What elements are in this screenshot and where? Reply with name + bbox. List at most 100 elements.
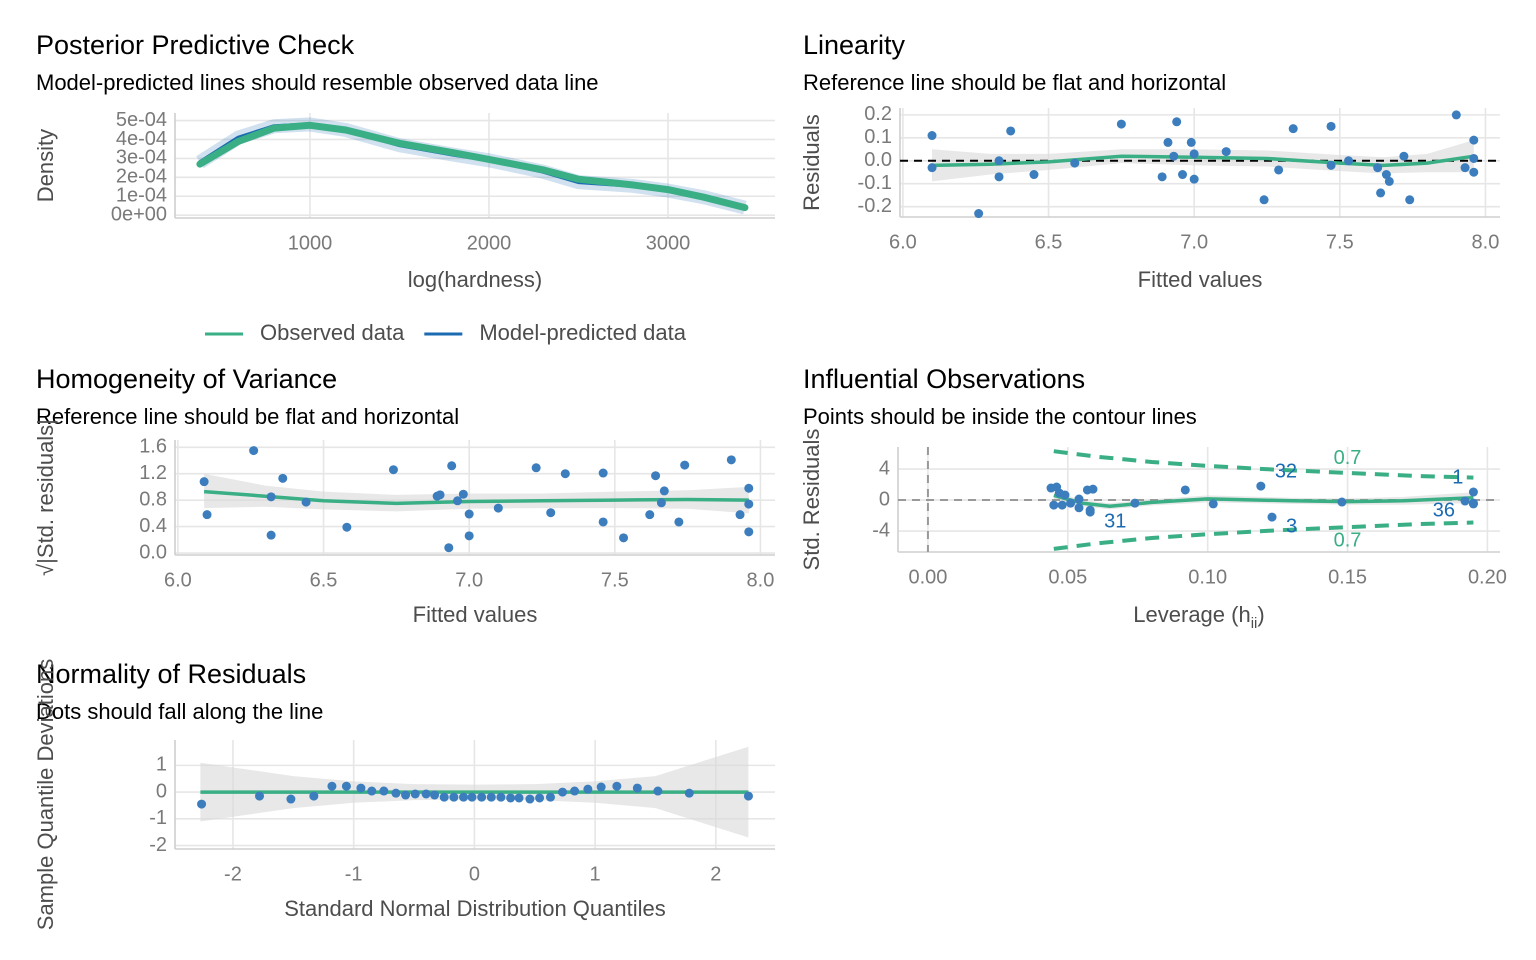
point (327, 781, 337, 791)
point (558, 787, 568, 797)
point (927, 163, 937, 173)
point (927, 131, 937, 141)
point (596, 782, 606, 792)
point (1029, 170, 1039, 180)
x-tick-label: 6.0 (889, 231, 917, 253)
contour-label: 0.7 (1334, 447, 1362, 469)
point (560, 469, 570, 479)
x-tick-label: 0.15 (1328, 566, 1367, 588)
y-tick-label: 0.0 (139, 541, 167, 563)
x-tick-label: 2000 (467, 232, 512, 254)
point (249, 446, 259, 456)
y-tick-label: 0 (879, 488, 890, 510)
point-label: 3 (1286, 515, 1297, 537)
point (1006, 126, 1016, 136)
point (1399, 151, 1409, 161)
point (1274, 165, 1284, 175)
point (1074, 494, 1084, 504)
contour-label: 0.7 (1334, 529, 1362, 551)
point (1267, 512, 1277, 522)
x-tick-label: 8.0 (1472, 231, 1500, 253)
point (1163, 137, 1173, 147)
point (342, 522, 352, 532)
point (598, 468, 608, 478)
panel-subtitle: Model-predicted lines should resemble ob… (36, 70, 599, 95)
point (464, 531, 474, 541)
point (1469, 135, 1479, 145)
point (435, 490, 445, 500)
point (410, 789, 420, 799)
point (570, 786, 580, 796)
point (1469, 153, 1479, 163)
y-tick-label: 3e-04 (116, 147, 167, 169)
x-tick-label: 7.5 (1326, 231, 1354, 253)
x-tick-label: 8.0 (747, 569, 775, 591)
point (1344, 156, 1354, 166)
x-tick-label: 7.0 (1180, 231, 1208, 253)
point (1116, 119, 1126, 129)
smooth-line (931, 154, 1475, 168)
series-line (196, 121, 749, 212)
x-tick-label: 1000 (288, 232, 333, 254)
point (506, 793, 516, 803)
point (464, 509, 474, 519)
x-tick-label: 0.10 (1188, 566, 1227, 588)
x-axis-title: Standard Normal Distribution Quantiles (284, 896, 666, 921)
point (458, 489, 468, 499)
point (447, 461, 457, 471)
point (1180, 485, 1190, 495)
y-tick-label: 0.2 (864, 103, 892, 125)
predicted-spread (196, 117, 747, 215)
point (301, 497, 311, 507)
point (744, 483, 754, 493)
point (197, 799, 207, 809)
point (1288, 124, 1298, 134)
x-tick-label: 7.5 (601, 569, 629, 591)
point (1057, 500, 1067, 510)
y-axis-title: Density (33, 129, 58, 202)
point (684, 788, 694, 798)
point (444, 543, 454, 553)
y-tick-label: 0.4 (139, 515, 167, 537)
point (744, 527, 754, 537)
point (496, 792, 506, 802)
point (1376, 188, 1386, 198)
x-tick-label: 0.20 (1468, 566, 1507, 588)
point (309, 791, 319, 801)
point (255, 791, 265, 801)
panel-subtitle: Reference line should be flat and horizo… (36, 404, 459, 429)
y-axis-title: Residuals (799, 114, 824, 211)
point (401, 790, 411, 800)
point (379, 786, 389, 796)
point (656, 498, 666, 508)
panel-title: Posterior Predictive Check (36, 30, 355, 60)
point (651, 471, 661, 481)
point (1468, 487, 1478, 497)
point (453, 496, 463, 506)
point (449, 792, 459, 802)
point (1451, 110, 1461, 120)
point (744, 499, 754, 509)
point (341, 781, 351, 791)
point (735, 510, 745, 520)
point (612, 781, 622, 791)
y-axis-title: Sample Quantile Deviations (33, 659, 58, 930)
x-axis-title-part: ii (1251, 615, 1258, 632)
point-label: 36 (1433, 499, 1455, 521)
y-tick-label: 4 (879, 457, 890, 479)
point-label: 1 (1452, 466, 1463, 488)
point (1259, 195, 1269, 205)
x-tick-label: 0.00 (908, 566, 947, 588)
point (1186, 137, 1196, 147)
x-tick-label: 3000 (646, 232, 691, 254)
y-axis-title: √|Std. residuals| (33, 419, 58, 576)
point (1326, 160, 1336, 170)
point (619, 533, 629, 543)
point (994, 172, 1004, 182)
point (1178, 170, 1188, 180)
point (1085, 507, 1095, 517)
panel-subtitle: Reference line should be flat and horizo… (803, 70, 1226, 95)
point (1088, 484, 1098, 494)
point (1256, 481, 1266, 491)
